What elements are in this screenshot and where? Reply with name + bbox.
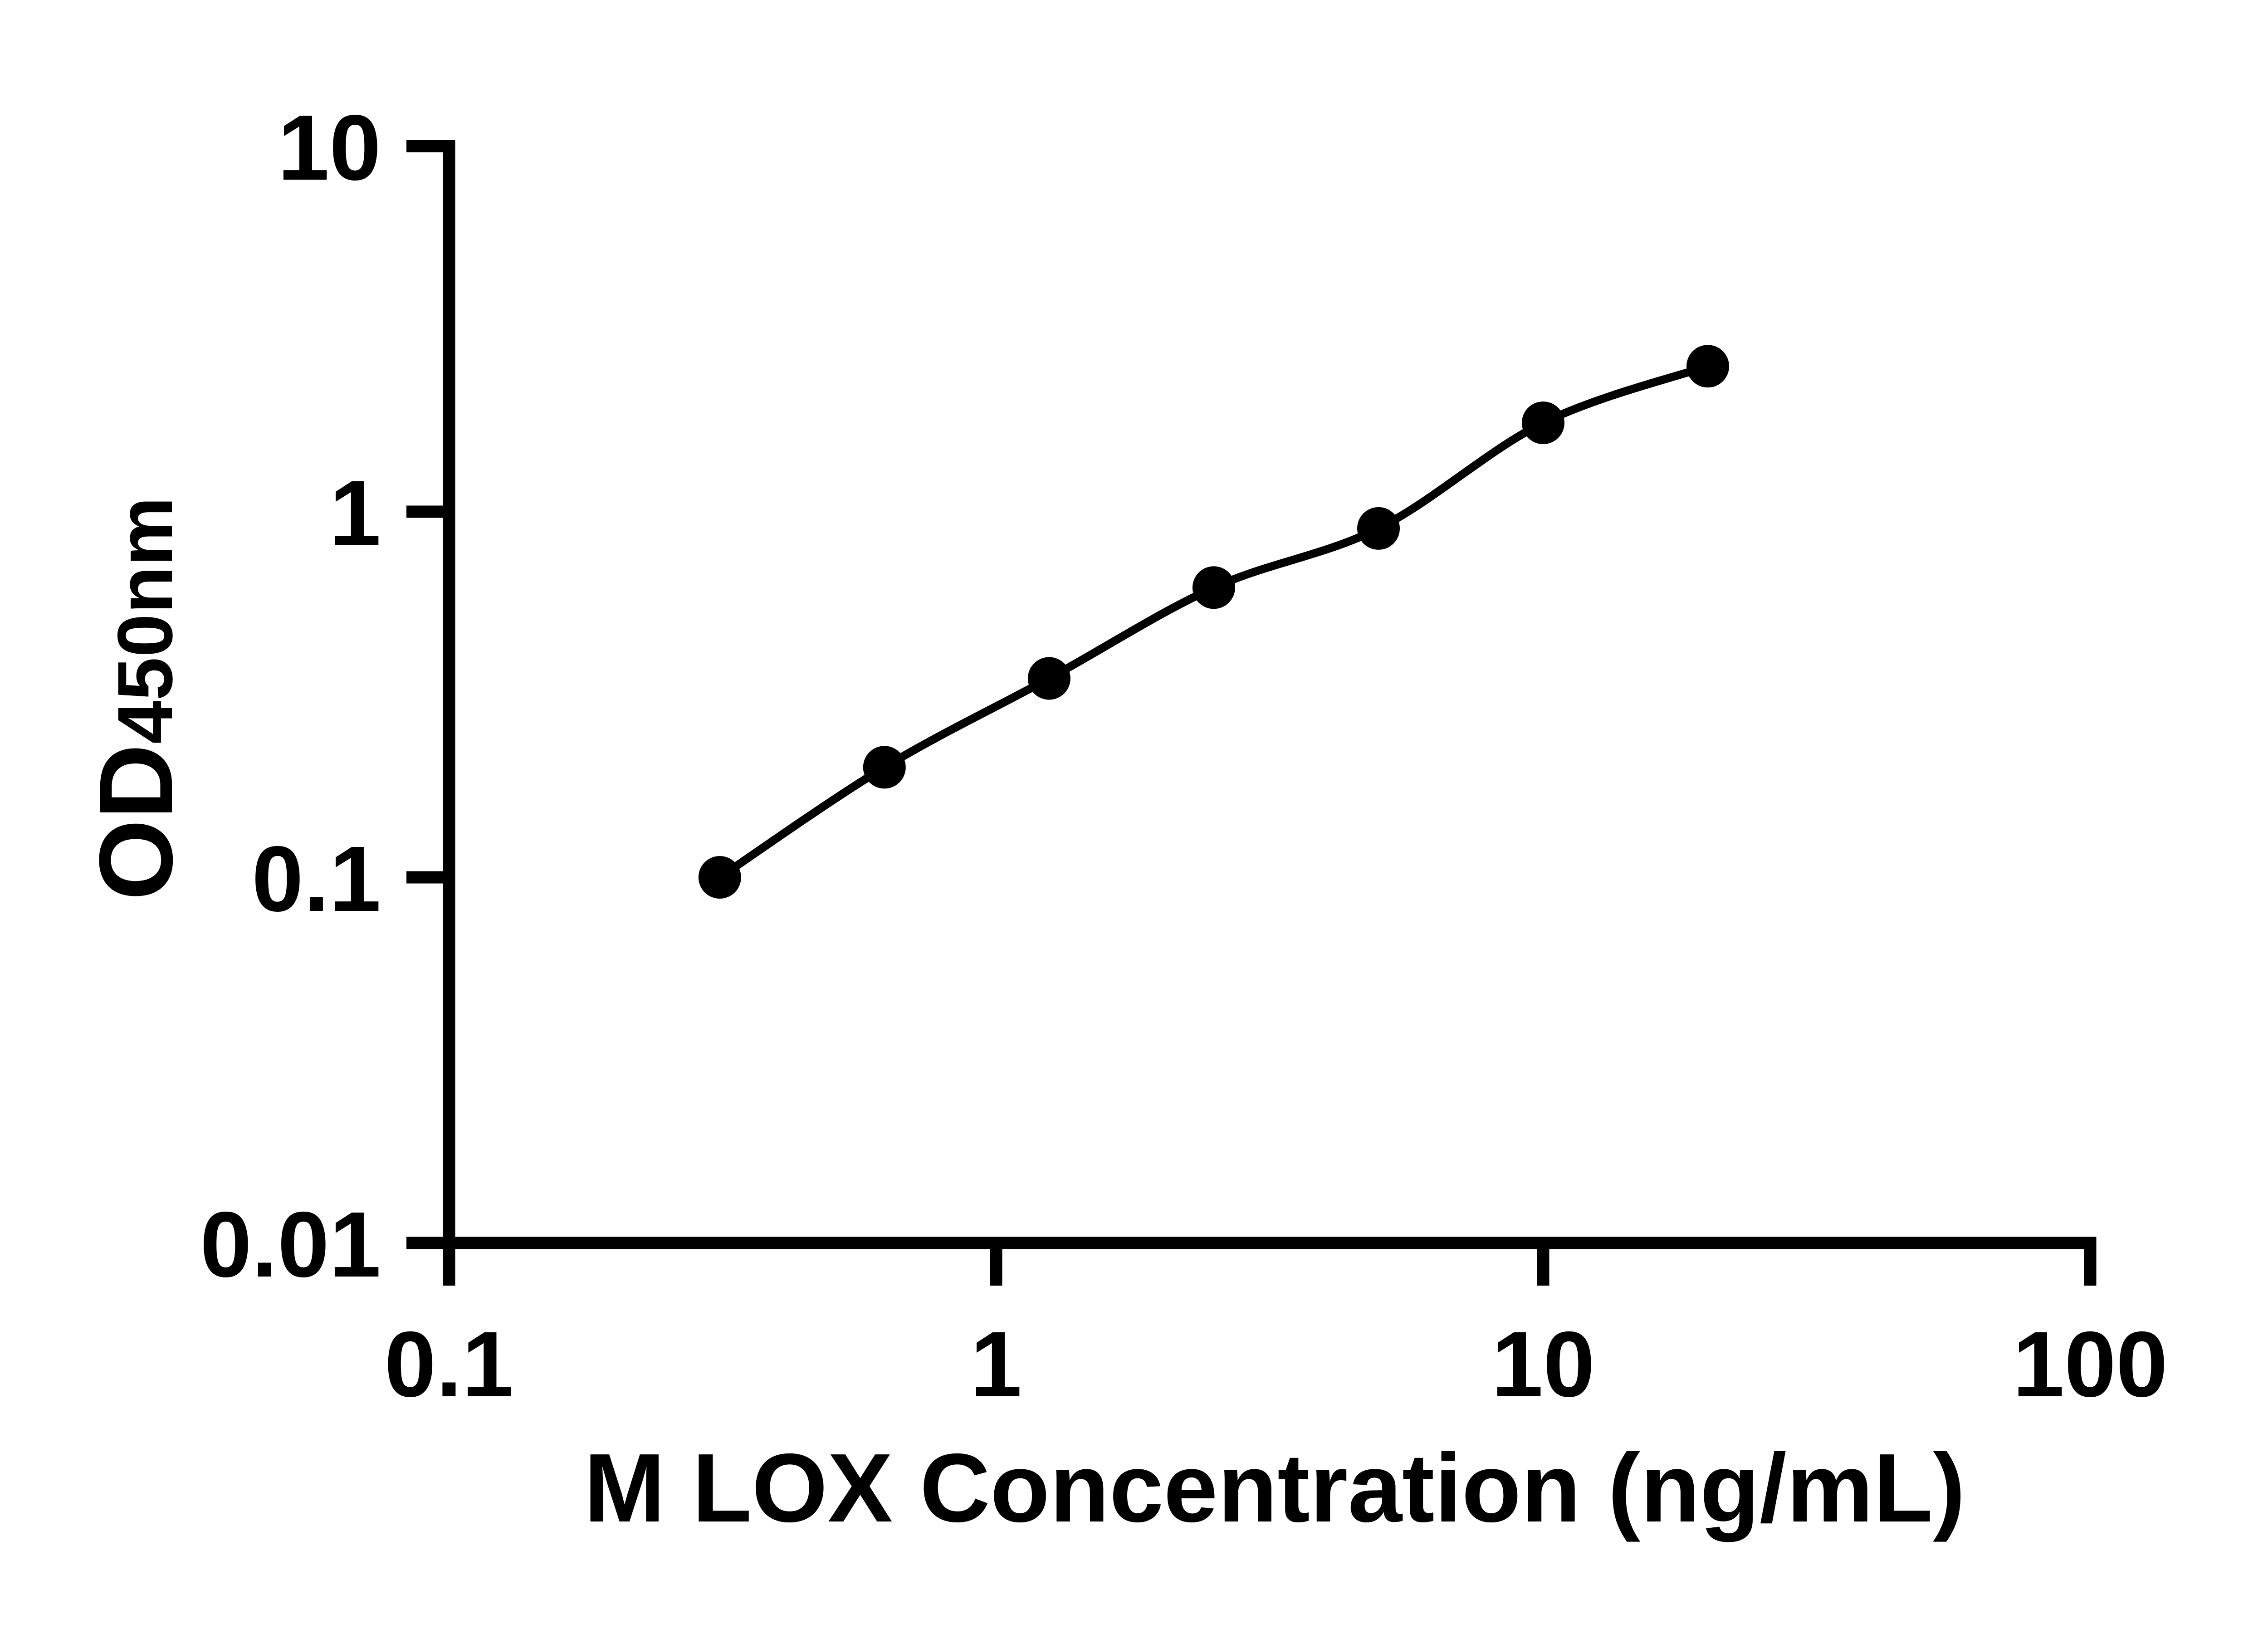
y-tick-label-10: 10 bbox=[277, 96, 381, 200]
x-tick-label-10: 10 bbox=[1491, 1312, 1595, 1416]
data-series bbox=[698, 345, 1729, 899]
data-point-marker bbox=[863, 746, 906, 789]
x-tick-label-0.1: 0.1 bbox=[384, 1312, 514, 1416]
data-point-marker bbox=[1192, 566, 1235, 609]
x-tick-label-1: 1 bbox=[970, 1312, 1022, 1416]
data-point-marker bbox=[1027, 657, 1070, 700]
y-tick-label-0.1: 0.1 bbox=[252, 827, 381, 931]
x-tick-label-100: 100 bbox=[2012, 1312, 2168, 1416]
data-point-marker bbox=[1686, 345, 1729, 388]
y-tick-label-0.01: 0.01 bbox=[200, 1193, 381, 1296]
y-axis-title-subscript: 450nm bbox=[102, 497, 189, 744]
y-tick-label-1: 1 bbox=[329, 461, 381, 565]
axes bbox=[406, 140, 2097, 1286]
y-axis-title-main: OD bbox=[78, 744, 194, 900]
x-axis-title: M LOX Concentration (ng/mL) bbox=[584, 1433, 1965, 1542]
y-axis-title: OD450nm bbox=[78, 497, 197, 900]
data-point-marker bbox=[1522, 401, 1564, 445]
data-point-marker bbox=[1357, 507, 1400, 550]
data-point-marker bbox=[698, 856, 741, 899]
fit-curve bbox=[717, 362, 1709, 881]
